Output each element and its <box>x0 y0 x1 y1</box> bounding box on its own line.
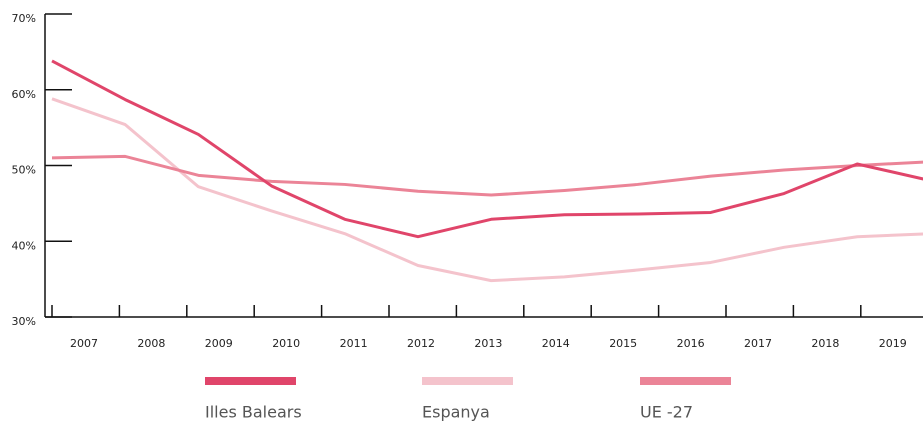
series-line <box>51 154 923 197</box>
x-tick-label: 2019 <box>879 337 907 350</box>
legend-swatch <box>205 377 296 385</box>
x-tick-label: 2012 <box>407 337 435 350</box>
legend-swatch <box>422 377 513 385</box>
series-line <box>51 59 923 239</box>
series-line <box>51 97 923 283</box>
y-tick-label: 60% <box>12 88 36 101</box>
x-tick-label: 2016 <box>677 337 705 350</box>
x-tick-label: 2010 <box>272 337 300 350</box>
y-tick-label: 30% <box>12 315 36 328</box>
x-tick-label: 2007 <box>70 337 98 350</box>
y-tick-label: 70% <box>12 12 36 25</box>
legend-label: Espanya <box>422 403 490 422</box>
x-tick-label: 2015 <box>609 337 637 350</box>
x-tick-label: 2009 <box>205 337 233 350</box>
x-tick-label: 2017 <box>744 337 772 350</box>
legend-label: UE -27 <box>640 403 693 422</box>
x-tick-label: 2013 <box>474 337 502 350</box>
legend-swatch <box>640 377 731 385</box>
x-tick-label: 2014 <box>542 337 570 350</box>
x-tick-label: 2008 <box>137 337 165 350</box>
x-tick-label: 2018 <box>811 337 839 350</box>
y-tick-label: 50% <box>12 164 36 177</box>
y-tick-label: 40% <box>12 239 36 252</box>
x-tick-label: 2011 <box>340 337 368 350</box>
legend-label: Illes Balears <box>205 403 302 422</box>
